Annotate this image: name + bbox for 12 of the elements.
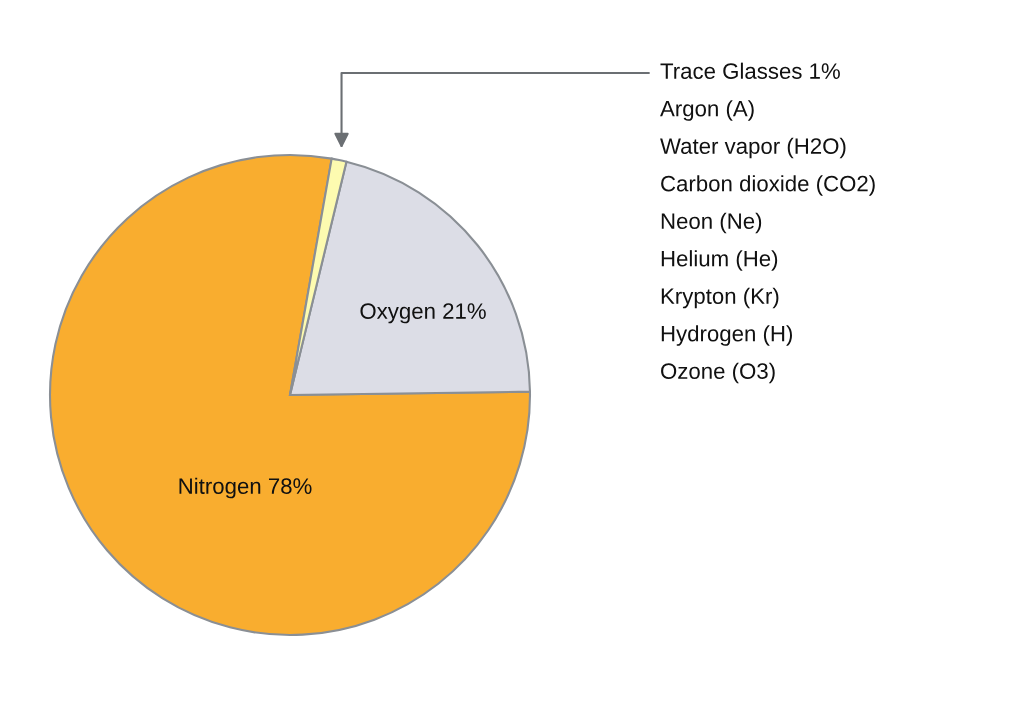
text: Helium (He) — [661, 250, 778, 271]
slice-label: Oxygen 21% — [360, 303, 486, 324]
text: Neon (Ne) — [661, 212, 762, 234]
text: Carbon dioxide (CO2) — [661, 175, 875, 196]
text: Argon (A) — [660, 100, 754, 121]
pie-slice — [48, 153, 532, 637]
text: Krypton (Kr) — [661, 287, 779, 309]
text: Hydrogen (H) — [661, 325, 792, 346]
text: Ozone (O3) — [661, 362, 775, 384]
text: Water vapor (H2O) — [660, 137, 846, 159]
slice-label: Nitrogen 78% — [179, 477, 312, 499]
slice-label: Trace Glasses 1% — [660, 62, 840, 79]
